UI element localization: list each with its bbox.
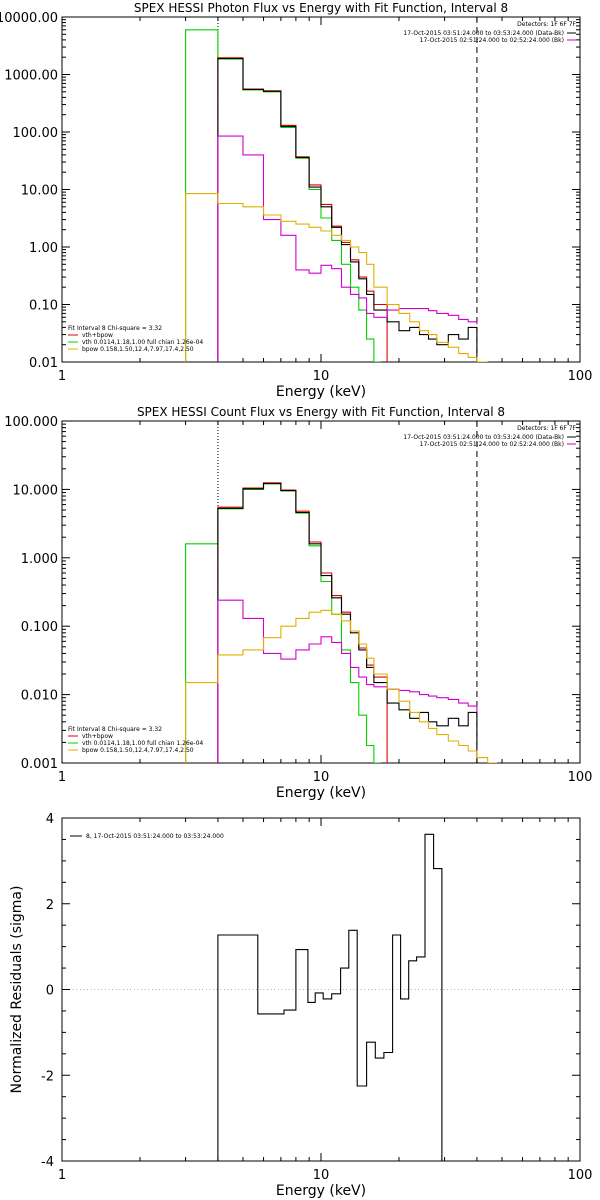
x-tick-label: 1 [58,770,66,785]
series-bpow [185,193,488,362]
panel-1: SPEX HESSI Photon Flux vs Energy with Fi… [0,1,592,400]
y-tick-label: 100.00 [13,126,59,141]
x-axis-label: Energy (keV) [276,1183,366,1199]
series-bk [217,599,478,763]
x-tick-label: 10 [313,369,330,384]
legend-title: Fit Interval 8 Chi-square = 3.32 [68,325,162,332]
legend-title: Fit Interval 8 Chi-square = 3.32 [68,726,162,733]
x-axis-label: Energy (keV) [276,785,366,801]
detectors-label: Detectors: 1F 6F 7F [517,425,576,432]
legend-entry: vth+bpow [82,332,113,339]
plot-series [217,833,443,1161]
legend-entry: vth 0.0114,1.18,1.00 full chian 1.26e-04 [82,339,203,346]
x-tick-label: 10 [313,770,330,785]
y-tick-label: 1.00 [29,241,58,256]
y-tick-label: 10.00 [21,184,58,199]
y-tick-label: 10.000 [13,483,59,498]
panel-3: 1 10 100 Energy (keV) 4 2 0 -2 -4 Normalized Resi… [9,812,592,1199]
chart-title: SPEX HESSI Photon Flux vs Energy with Fi… [134,1,508,15]
series-bk [217,135,478,362]
series-residuals [217,833,443,1161]
header-line: 17-Oct-2015 03:51:24.000 to 03:53:24.000… [403,434,564,441]
chart-title: SPEX HESSI Count Flux vs Energy with Fit… [137,405,505,419]
y-tick-label: -2 [41,1069,54,1084]
y-tick-label: 0.10 [29,299,58,314]
y-axis-label: Normalized Residuals (sigma) [9,886,25,1094]
header-line: 17-Oct-2015 02:51:24.000 to 02:52:24.000… [420,37,564,44]
x-tick-label: 10 [313,1168,330,1183]
legend-entry: vth 0.0114,1.18,1.00 full chian 1.26e-04 [82,740,203,747]
series-bpow [185,609,498,763]
legend-entry: vth+bpow [82,733,113,740]
x-tick-label: 100 [568,770,593,785]
legend-entry: 8, 17-Oct-2015 03:51:24.000 to 03:53:24.… [86,833,224,840]
y-tick-label: 0.01 [29,356,58,371]
header-line: 17-Oct-2015 03:51:24.000 to 03:53:24.000… [403,30,564,37]
plot-series [185,482,498,763]
series-data [217,57,478,362]
x-tick-label: 100 [568,369,593,384]
y-tick-label: 10000.00 [0,11,58,26]
y-tick-label: 1.000 [21,552,58,567]
header-line: 17-Oct-2015 02:51:24.000 to 02:52:24.000… [420,441,564,448]
y-tick-label: 1000.00 [4,69,58,84]
y-tick-label: 0.010 [21,689,58,704]
y-tick-label: 2 [46,898,54,913]
detectors-label: Detectors: 1F 6F 7F [517,21,576,28]
y-tick-label: 4 [46,812,54,827]
x-tick-label: 100 [568,1168,593,1183]
y-tick-label: 0 [46,984,54,999]
y-tick-label: 100.000 [4,415,58,430]
x-axis-label: Energy (keV) [276,384,366,400]
y-tick-label: -4 [41,1155,54,1170]
plot-series [185,29,488,362]
legend-entry: bpow 0.158,1.50,12.4,7.97,17.4,2.50 [82,747,194,754]
y-tick-label: 0.001 [21,757,58,772]
x-tick-label: 1 [58,369,66,384]
legend-entry: bpow 0.158,1.50,12.4,7.97,17.4,2.50 [82,346,194,353]
panel-2: SPEX HESSI Count Flux vs Energy with Fit… [4,405,592,801]
x-tick-label: 1 [58,1168,66,1183]
y-tick-label: 0.100 [21,620,58,635]
